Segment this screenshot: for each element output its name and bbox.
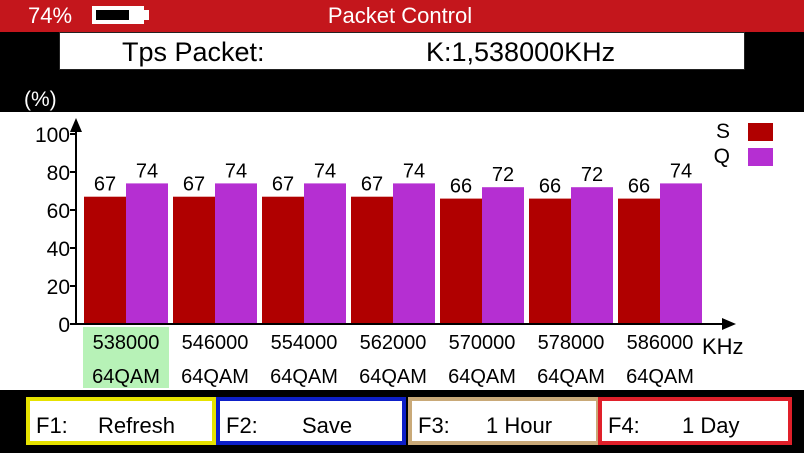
s-value-label: 66 [539, 176, 561, 198]
s-bar [351, 196, 393, 324]
s-value-label: 66 [628, 176, 650, 198]
s-bar [173, 196, 215, 324]
s-value-label: 66 [450, 176, 472, 198]
s-bar [84, 196, 126, 324]
tps-info-bar: Tps Packet: K:1,538000KHz [59, 32, 745, 70]
battery-icon [92, 6, 144, 24]
x-tick-frequency: 570000 [449, 332, 516, 354]
selected-category-highlight [83, 327, 169, 388]
x-tick-frequency: 546000 [182, 332, 249, 354]
x-tick-frequency: 538000 [93, 332, 160, 354]
x-tick-frequency: 562000 [360, 332, 427, 354]
f1-refresh-button[interactable]: F1: Refresh [26, 397, 216, 445]
x-axis-arrow [722, 318, 736, 330]
tps-packet-label: Tps Packet: [122, 37, 265, 67]
x-tick-modulation: 64QAM [92, 366, 160, 388]
x-unit-label: KHz [702, 334, 744, 359]
y-unit-label: (%) [24, 88, 57, 111]
x-tick-frequency: 554000 [271, 332, 338, 354]
x-tick-modulation: 64QAM [181, 366, 249, 388]
frequency-readout: K:1,538000KHz [426, 37, 616, 67]
q-value-label: 74 [670, 160, 692, 182]
q-bar [215, 183, 257, 324]
f2-save-button[interactable]: F2: Save [216, 397, 406, 445]
s-bar [529, 198, 571, 324]
f1-key-label: F1: [36, 413, 68, 438]
y-tick-label: 60 [47, 200, 70, 223]
f4-1-day-button[interactable]: F4: 1 Day [598, 397, 792, 445]
title-bar: 74% Packet Control [0, 0, 804, 32]
x-tick-modulation: 64QAM [537, 366, 605, 388]
legend-swatch [748, 123, 773, 141]
y-tick-label: 40 [47, 238, 70, 261]
x-tick-modulation: 64QAM [359, 366, 427, 388]
f4-action-label: 1 Day [682, 413, 740, 438]
s-value-label: 67 [94, 174, 116, 196]
x-tick-modulation: 64QAM [270, 366, 338, 388]
f3-1-hour-button[interactable]: F3: 1 Hour [408, 397, 600, 445]
battery-level-fill [96, 10, 129, 20]
q-value-label: 74 [136, 160, 158, 182]
s-bar [262, 196, 304, 324]
q-value-label: 72 [492, 164, 514, 186]
bar-chart: 67 74 538000 64QAM 67 74 546000 64QAM 67 74 554000… [35, 118, 773, 388]
q-value-label: 72 [581, 164, 603, 186]
q-bar [482, 187, 524, 324]
q-value-label: 74 [314, 160, 336, 182]
f4-key-label: F4: [608, 413, 640, 438]
legend-label: Q [714, 145, 730, 168]
f3-action-label: 1 Hour [486, 413, 553, 438]
battery-percent: 74% [28, 3, 73, 28]
legend-label: S [716, 120, 730, 143]
f1-action-label: Refresh [98, 413, 176, 438]
y-axis-arrow [70, 118, 82, 132]
q-bar [304, 183, 346, 324]
s-value-label: 67 [361, 174, 383, 196]
q-bar [126, 183, 168, 324]
y-tick-label: 0 [58, 314, 70, 337]
q-bar [571, 187, 613, 324]
f2-key-label: F2: [226, 413, 258, 438]
x-tick-frequency: 586000 [627, 332, 694, 354]
q-value-label: 74 [225, 160, 247, 182]
q-bar [660, 183, 702, 324]
x-tick-modulation: 64QAM [448, 366, 516, 388]
q-value-label: 74 [403, 160, 425, 182]
page-title: Packet Control [327, 3, 473, 28]
legend-swatch [748, 148, 773, 166]
q-bar [393, 183, 435, 324]
s-value-label: 67 [183, 174, 205, 196]
chart-panel: 67 74 538000 64QAM 67 74 546000 64QAM 67 74 554000… [0, 112, 804, 390]
x-tick-modulation: 64QAM [626, 366, 694, 388]
f2-action-label: Save [302, 413, 353, 438]
s-bar [618, 198, 660, 324]
function-key-bar: F1: Refresh F2: Save F3: 1 Hour F4: 1 Da… [0, 390, 804, 453]
s-bar [440, 198, 482, 324]
s-value-label: 67 [272, 174, 294, 196]
f3-key-label: F3: [418, 413, 450, 438]
x-tick-frequency: 578000 [538, 332, 605, 354]
battery-tip [144, 10, 149, 20]
y-tick-label: 80 [47, 162, 70, 185]
y-tick-label: 100 [35, 124, 70, 147]
y-tick-label: 20 [47, 276, 70, 299]
